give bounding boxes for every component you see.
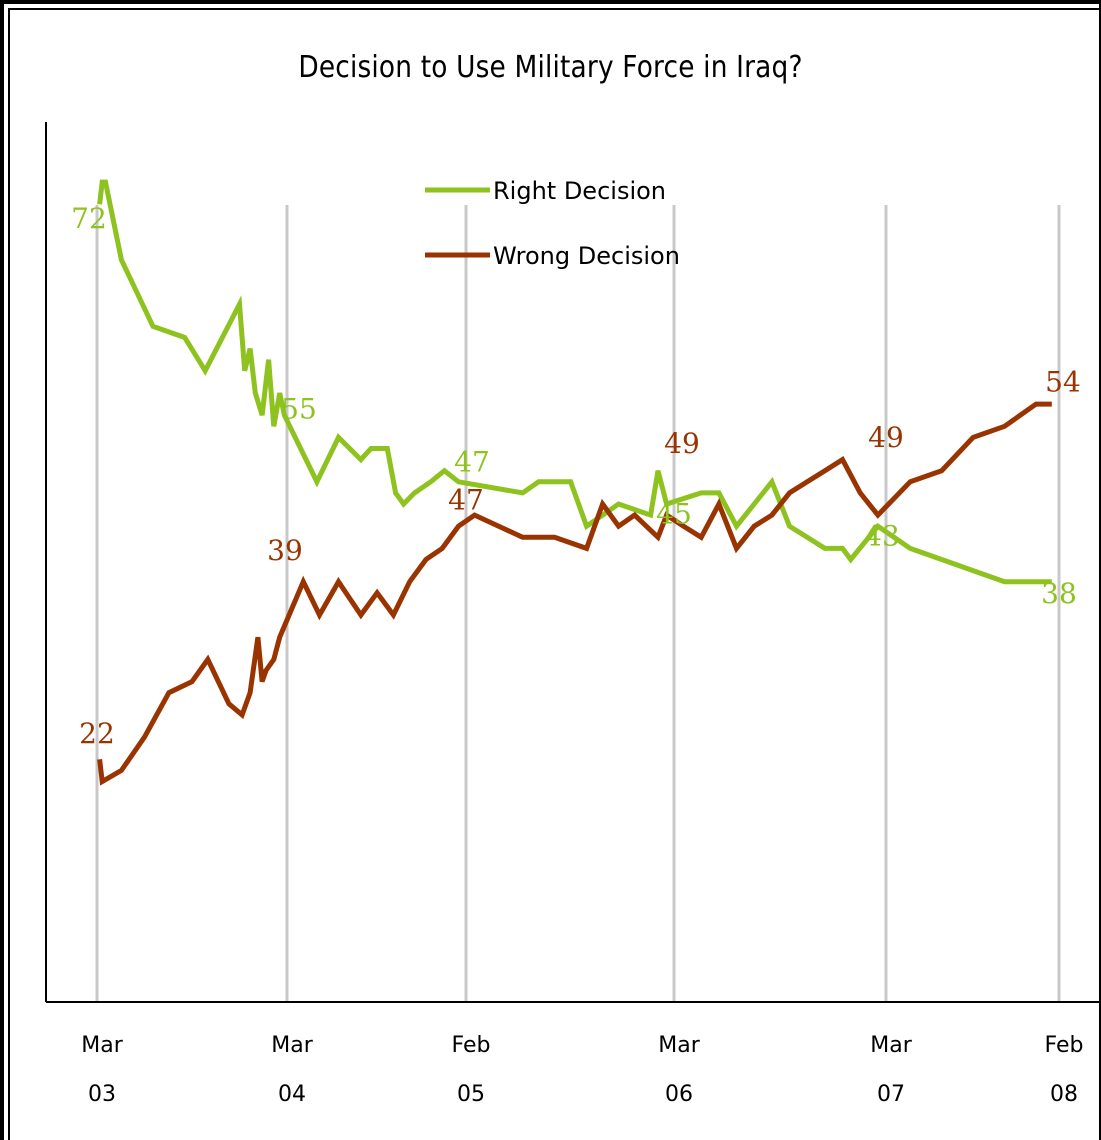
x-tick-month: Feb	[1045, 1033, 1084, 1058]
data-label-wrong-decision: 49	[664, 427, 700, 460]
x-tick-labels: Mar 03 Mar 04 Feb 05 Mar 06 Mar 07 Feb 08	[81, 1033, 1083, 1107]
data-label-right-decision: 43	[864, 520, 900, 553]
x-tick-month: Mar	[870, 1033, 912, 1058]
data-label-wrong-decision: 47	[448, 483, 484, 516]
legend-label-right-decision: Right Decision	[493, 177, 666, 205]
data-label-right-decision: 72	[71, 202, 107, 235]
series-layer	[97, 179, 1052, 786]
data-label-right-decision: 45	[656, 498, 692, 531]
x-tick-month: Mar	[81, 1033, 123, 1058]
series-line-wrong-decision	[97, 401, 1052, 786]
legend: Right Decision Wrong Decision	[425, 177, 680, 270]
data-label-right-decision: 55	[281, 393, 317, 426]
data-labels: 72 55 47 45 43 38 22 39 47 49 49 54	[71, 202, 1081, 750]
x-tick-year: 04	[278, 1082, 306, 1107]
x-tick-year: 06	[665, 1082, 693, 1107]
x-tick-year: 07	[877, 1082, 905, 1107]
x-tick-month: Feb	[452, 1033, 491, 1058]
gridlines	[95, 205, 1061, 1002]
data-label-wrong-decision: 54	[1045, 366, 1081, 399]
x-tick-year: 03	[88, 1082, 116, 1107]
x-tick-month: Mar	[658, 1033, 700, 1058]
data-label-wrong-decision: 49	[868, 421, 904, 454]
x-tick-year: 05	[457, 1082, 485, 1107]
data-label-wrong-decision: 22	[79, 717, 115, 750]
inner-frame	[8, 8, 1101, 1140]
data-label-right-decision: 38	[1041, 577, 1077, 610]
legend-label-wrong-decision: Wrong Decision	[493, 242, 680, 270]
series-line-right-decision	[97, 179, 1052, 585]
x-tick-year: 08	[1050, 1082, 1078, 1107]
axes	[45, 122, 1100, 1003]
data-label-wrong-decision: 39	[267, 534, 303, 567]
x-tick-month: Mar	[271, 1033, 313, 1058]
chart-title: Decision to Use Military Force in Iraq?	[298, 50, 803, 85]
data-label-right-decision: 47	[454, 445, 490, 478]
